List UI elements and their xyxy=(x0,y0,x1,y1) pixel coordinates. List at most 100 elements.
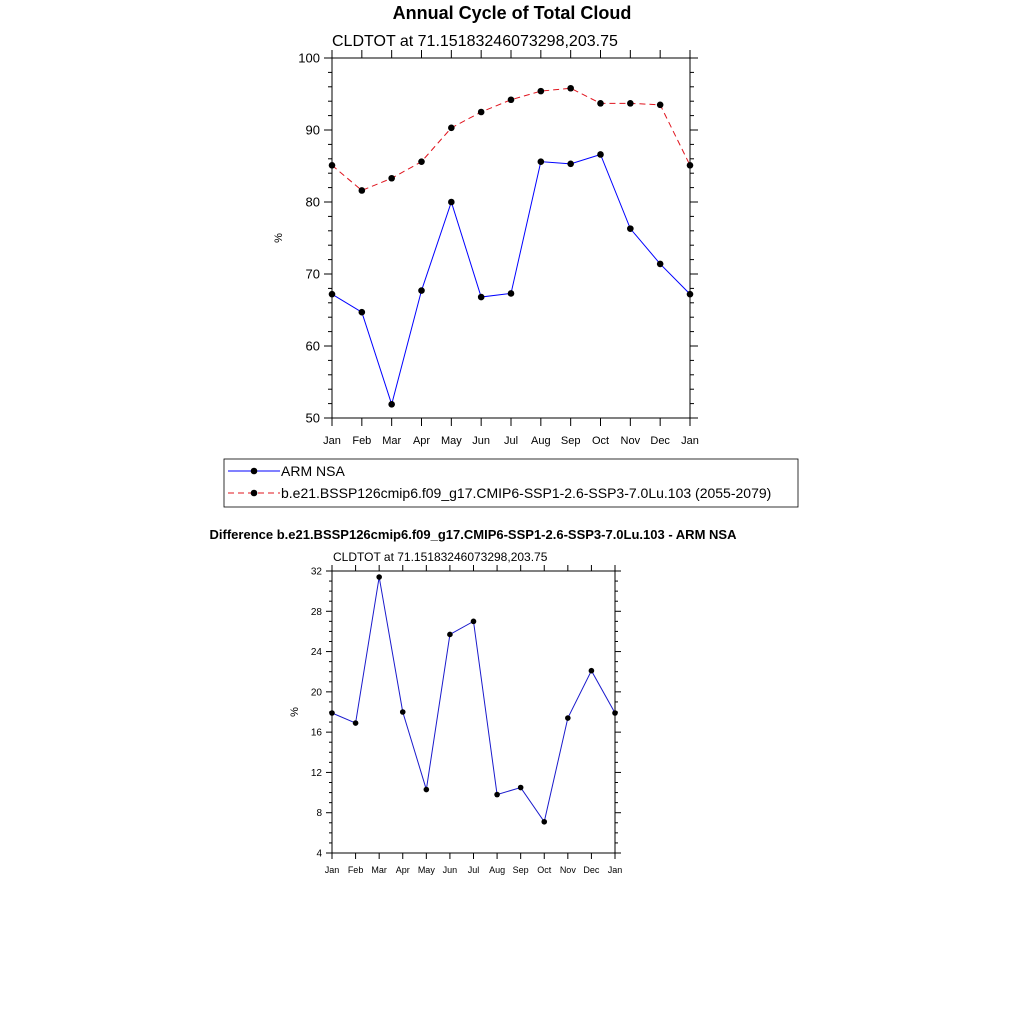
panel1-subtitle: CLDTOT at 71.15183246073298,203.75 xyxy=(332,33,618,50)
data-point xyxy=(627,225,634,232)
x-tick-label: Mar xyxy=(382,435,401,447)
data-point xyxy=(388,174,395,182)
data-point xyxy=(507,96,515,104)
series-line-0 xyxy=(331,153,691,407)
series-line-1 xyxy=(331,87,691,192)
x-tick-label: Nov xyxy=(560,865,577,875)
legend-label-model: b.e21.BSSP126cmip6.f09_g17.CMIP6-SSP1-2.… xyxy=(281,485,771,501)
x-tick-label: Oct xyxy=(592,435,609,447)
x-tick-label: Aug xyxy=(531,435,551,447)
y-tick-label: 70 xyxy=(306,267,320,282)
y-tick-label: 90 xyxy=(306,123,320,138)
y-tick-label: 50 xyxy=(306,411,320,426)
x-tick-label: Feb xyxy=(348,865,364,875)
data-point xyxy=(358,187,366,194)
data-point xyxy=(447,631,453,638)
y-tick-label: 60 xyxy=(306,339,320,354)
data-point xyxy=(537,87,545,95)
data-point xyxy=(328,290,336,298)
data-point xyxy=(567,84,574,92)
data-point xyxy=(537,158,545,165)
data-point xyxy=(448,124,455,132)
panel2-y-axis-label: % xyxy=(289,707,301,717)
x-tick-label: Jun xyxy=(443,865,458,875)
data-point xyxy=(470,618,477,625)
x-tick-label: Dec xyxy=(583,865,600,875)
x-tick-label: Oct xyxy=(537,865,552,875)
data-point xyxy=(597,151,604,158)
data-point xyxy=(517,784,524,791)
data-point xyxy=(541,818,548,825)
panel2-plot-frame xyxy=(331,570,616,854)
data-point xyxy=(328,161,336,169)
x-tick-label: Dec xyxy=(650,435,670,447)
x-tick-label: Jun xyxy=(472,435,490,447)
data-point xyxy=(565,715,571,721)
data-point xyxy=(418,158,425,165)
panel2-axes: 4 8 12 16 20 24 28 32 Jan Feb Mar Apr May Jun Jul Aug Se… xyxy=(311,565,622,875)
x-tick-label: May xyxy=(418,865,436,875)
y-tick-label: 4 xyxy=(316,849,322,860)
data-point xyxy=(588,667,595,674)
data-point xyxy=(352,720,359,726)
data-point xyxy=(418,287,425,294)
data-point xyxy=(329,710,335,716)
data-point xyxy=(494,791,500,798)
data-point xyxy=(686,161,694,169)
x-tick-label: Mar xyxy=(371,865,387,875)
x-tick-label: Jan xyxy=(323,435,341,447)
x-tick-label: May xyxy=(441,435,462,447)
x-tick-label: Sep xyxy=(561,435,581,447)
data-point xyxy=(507,290,515,297)
data-point xyxy=(686,290,694,298)
x-tick-label: Apr xyxy=(396,865,410,875)
data-point xyxy=(376,574,382,580)
y-tick-label: 12 xyxy=(311,768,323,779)
data-point xyxy=(567,160,574,168)
legend-box xyxy=(223,458,799,508)
data-point xyxy=(448,198,455,206)
y-tick-label: 24 xyxy=(311,647,323,658)
y-tick-label: 32 xyxy=(311,567,323,578)
x-tick-label: Sep xyxy=(513,865,529,875)
y-tick-label: 16 xyxy=(311,728,323,739)
data-point xyxy=(358,308,366,316)
data-point xyxy=(477,293,485,301)
legend-marker-obs xyxy=(250,467,258,475)
data-point xyxy=(656,260,664,268)
panel2-subtitle: CLDTOT at 71.15183246073298,203.75 xyxy=(333,550,548,564)
x-tick-label: Nov xyxy=(621,435,641,447)
x-tick-label: Jul xyxy=(468,865,480,875)
y-tick-label: 20 xyxy=(311,687,323,698)
panel2-title: Difference b.e21.BSSP126cmip6.f09_g17.CM… xyxy=(210,527,738,542)
data-point xyxy=(612,710,618,716)
x-tick-label: Feb xyxy=(352,435,371,447)
legend-label-obs: ARM NSA xyxy=(281,463,345,479)
y-tick-label: 8 xyxy=(316,808,322,819)
x-tick-label: Apr xyxy=(413,435,430,447)
panel1-axes: 50 60 70 80 90 100 Jan Feb Mar Apr May Jun Jul Aug Sep… xyxy=(298,50,699,447)
x-tick-label: Jan xyxy=(681,435,699,447)
y-tick-label: 100 xyxy=(298,51,320,66)
legend-marker-model xyxy=(250,489,258,497)
panel1-plot-frame xyxy=(331,57,691,419)
figure-title: Annual Cycle of Total Cloud xyxy=(393,3,632,23)
x-tick-label: Jul xyxy=(504,435,518,447)
data-point xyxy=(477,108,485,116)
data-point xyxy=(388,401,395,408)
panel1-series xyxy=(328,84,694,408)
data-point xyxy=(597,100,604,107)
data-point xyxy=(423,786,430,793)
data-point xyxy=(656,101,664,109)
x-tick-label: Aug xyxy=(489,865,505,875)
x-tick-label: Jan xyxy=(325,865,340,875)
x-tick-label: Jan xyxy=(608,865,623,875)
panel1-y-axis-label: % xyxy=(273,233,285,243)
series-line-0 xyxy=(331,576,616,824)
data-point xyxy=(627,100,634,107)
y-tick-label: 28 xyxy=(311,607,323,618)
data-point xyxy=(399,709,406,715)
panel2-series xyxy=(329,574,618,825)
legend: ARM NSA b.e21.BSSP126cmip6.f09_g17.CMIP6… xyxy=(223,458,799,508)
